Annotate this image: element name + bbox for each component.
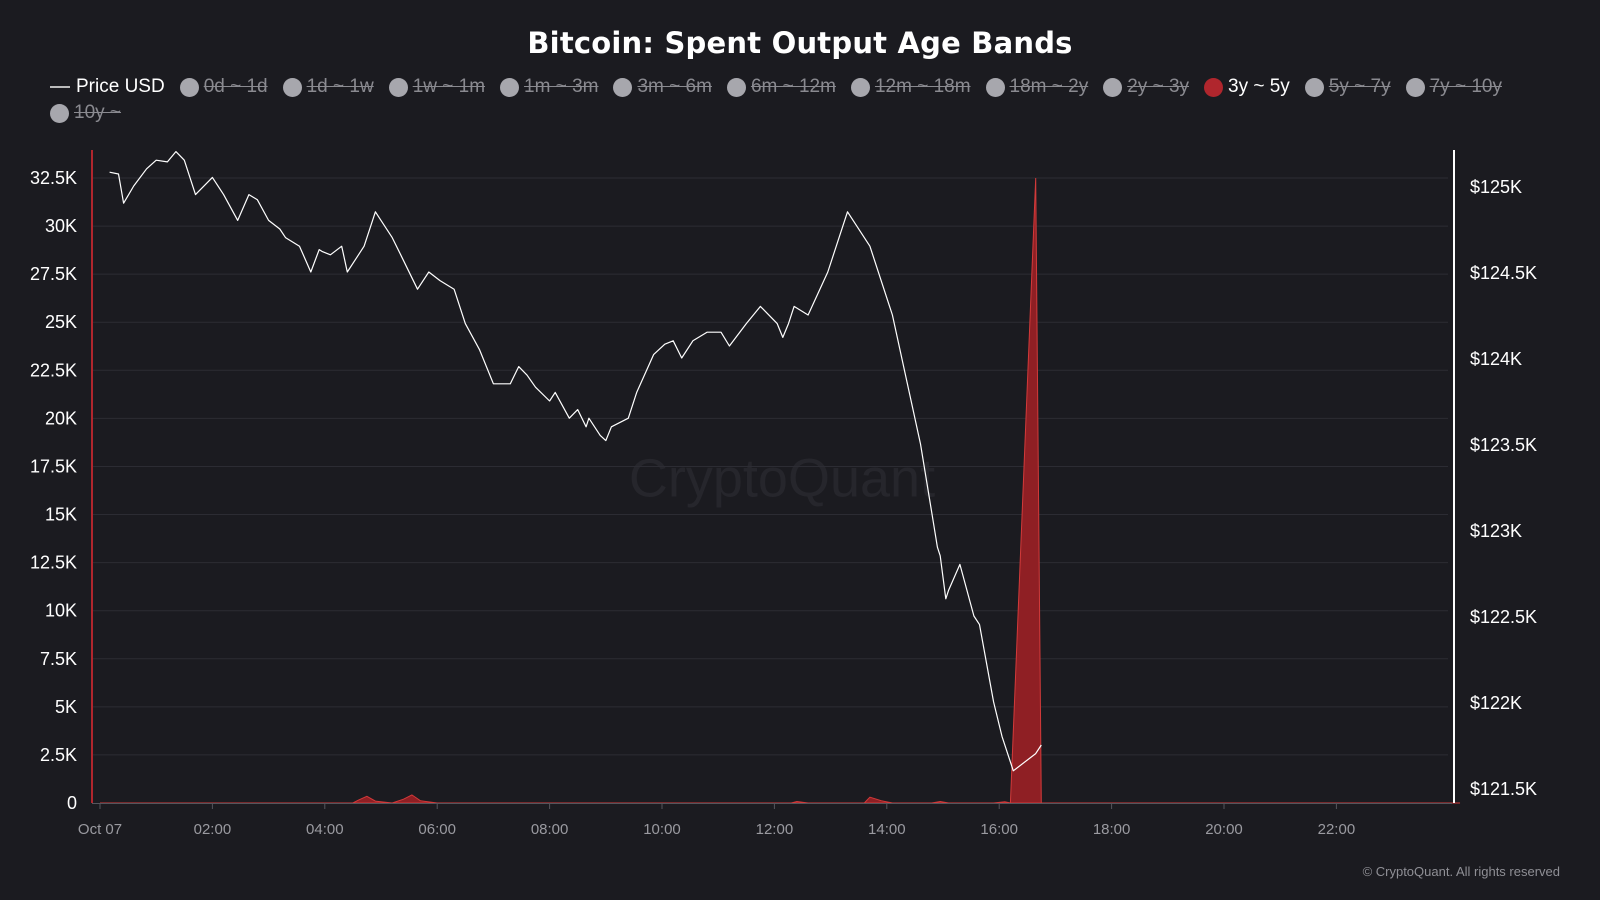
legend-item[interactable]: 1m ~ 3m [500,76,598,98]
legend-item[interactable]: 1w ~ 1m [388,76,486,98]
y-tick-label-left: 32.5K [30,168,77,188]
y-tick-label-left: 27.5K [30,264,77,284]
legend-item[interactable]: 12m ~ 18m [850,76,971,98]
y-tick-label-left: 30K [45,216,77,236]
x-tick-label: 06:00 [418,821,456,838]
legend-label: 1w ~ 1m [412,76,486,97]
legend-label: 3m ~ 6m [637,76,712,97]
x-tick-label: 04:00 [306,821,344,838]
legend: Price USD 0d ~ 1d 1d ~ 1w 1w ~ 1m 1m ~ 3m 3m … [50,76,1560,124]
legend-item[interactable]: 10y ~ [50,102,121,124]
y-tick-label-left: 20K [45,408,77,428]
band-area-3y-5y [100,177,1461,804]
chart-title: Bitcoin: Spent Output Age Bands [527,26,1073,60]
legend-label: 12m ~ 18m [874,76,971,97]
circle-swatch-icon [388,77,408,97]
grid-lines [92,177,1448,756]
x-tick-label: 16:00 [980,821,1018,838]
legend-item[interactable]: 0d ~ 1d [179,76,268,98]
y-tick-label-left: 25K [45,312,77,332]
price-usd-line [109,151,1042,772]
y-tick-label-right: $122.5K [1470,607,1537,627]
x-tick-label: Oct 07 [78,821,122,838]
legend-label: 5y ~ 7y [1328,76,1391,97]
legend-label: 1m ~ 3m [524,76,599,97]
circle-swatch-icon [985,77,1005,97]
legend-item[interactable]: 6m ~ 12m [726,76,836,98]
circle-swatch-icon [282,77,302,97]
legend-label: 10y ~ [74,102,122,123]
y-tick-label-left: 2.5K [40,745,77,765]
y-tick-label-right: $122K [1470,693,1522,713]
y-tick-label-left: 5K [55,697,77,717]
x-tick-label: 02:00 [194,821,232,838]
y-tick-label-left: 17.5K [30,456,77,476]
x-tick-label: 12:00 [756,821,794,838]
watermark: CryptoQuant [629,448,935,508]
legend-label: 2y ~ 3y [1127,76,1190,97]
legend-item[interactable]: 3m ~ 6m [613,76,712,98]
legend-label: 1d ~ 1w [306,76,374,97]
x-tick-label: 20:00 [1205,821,1243,838]
circle-swatch-icon [613,77,633,97]
legend-item[interactable]: Price USD [50,76,165,98]
circle-swatch-icon [50,103,69,123]
x-tick-label: 10:00 [643,821,681,838]
circle-swatch-icon [179,77,199,97]
x-tick-label: 08:00 [531,821,569,838]
legend-label: 0d ~ 1d [203,76,268,97]
line-swatch-icon [50,86,70,88]
price-line-layer [109,151,1042,772]
x-tick-label: 14:00 [868,821,906,838]
y-tick-label-right: $124K [1470,349,1522,369]
legend-item[interactable]: 7y ~ 10y [1405,76,1502,98]
y-tick-label-right: $121.5K [1470,779,1537,799]
legend-item[interactable]: 3y ~ 5y [1204,76,1290,98]
band-area-layer [100,177,1461,804]
circle-swatch-icon [1405,77,1425,97]
y-tick-label-left: 15K [45,505,77,525]
legend-item[interactable]: 1d ~ 1w [282,76,374,98]
circle-swatch-icon [1304,77,1324,97]
legend-label: 18m ~ 2y [1009,76,1089,97]
circle-swatch-icon [726,77,746,97]
legend-label: 7y ~ 10y [1429,76,1502,97]
axes: 0 2.5K 5K 7.5K 10K 12.5K 15K 17.5K 20K 22.5K 25K 27… [30,150,1537,838]
y-tick-label-left: 10K [45,601,77,621]
y-tick-label-right: $125K [1470,177,1522,197]
x-tick-label: 22:00 [1318,821,1356,838]
legend-item[interactable]: 2y ~ 3y [1103,76,1189,98]
circle-swatch-icon [1204,77,1224,97]
y-tick-label-left: 0 [67,793,77,813]
legend-label: 3y ~ 5y [1228,76,1290,97]
y-tick-label-right: $124.5K [1470,263,1537,283]
circle-swatch-icon [1103,77,1123,97]
copyright-notice: © CryptoQuant. All rights reserved [1362,864,1560,879]
legend-label: 6m ~ 12m [750,76,836,97]
y-tick-label-left: 7.5K [40,649,77,669]
y-tick-label-right: $123K [1470,521,1522,541]
legend-item[interactable]: 18m ~ 2y [985,76,1089,98]
y-tick-label-right: $123.5K [1470,435,1537,455]
x-tick-label: 18:00 [1093,821,1131,838]
legend-item[interactable]: 5y ~ 7y [1304,76,1391,98]
circle-swatch-icon [850,77,870,97]
y-tick-label-left: 22.5K [30,360,77,380]
circle-swatch-icon [500,77,520,97]
legend-label: Price USD [76,76,165,97]
y-tick-label-left: 12.5K [30,553,77,573]
